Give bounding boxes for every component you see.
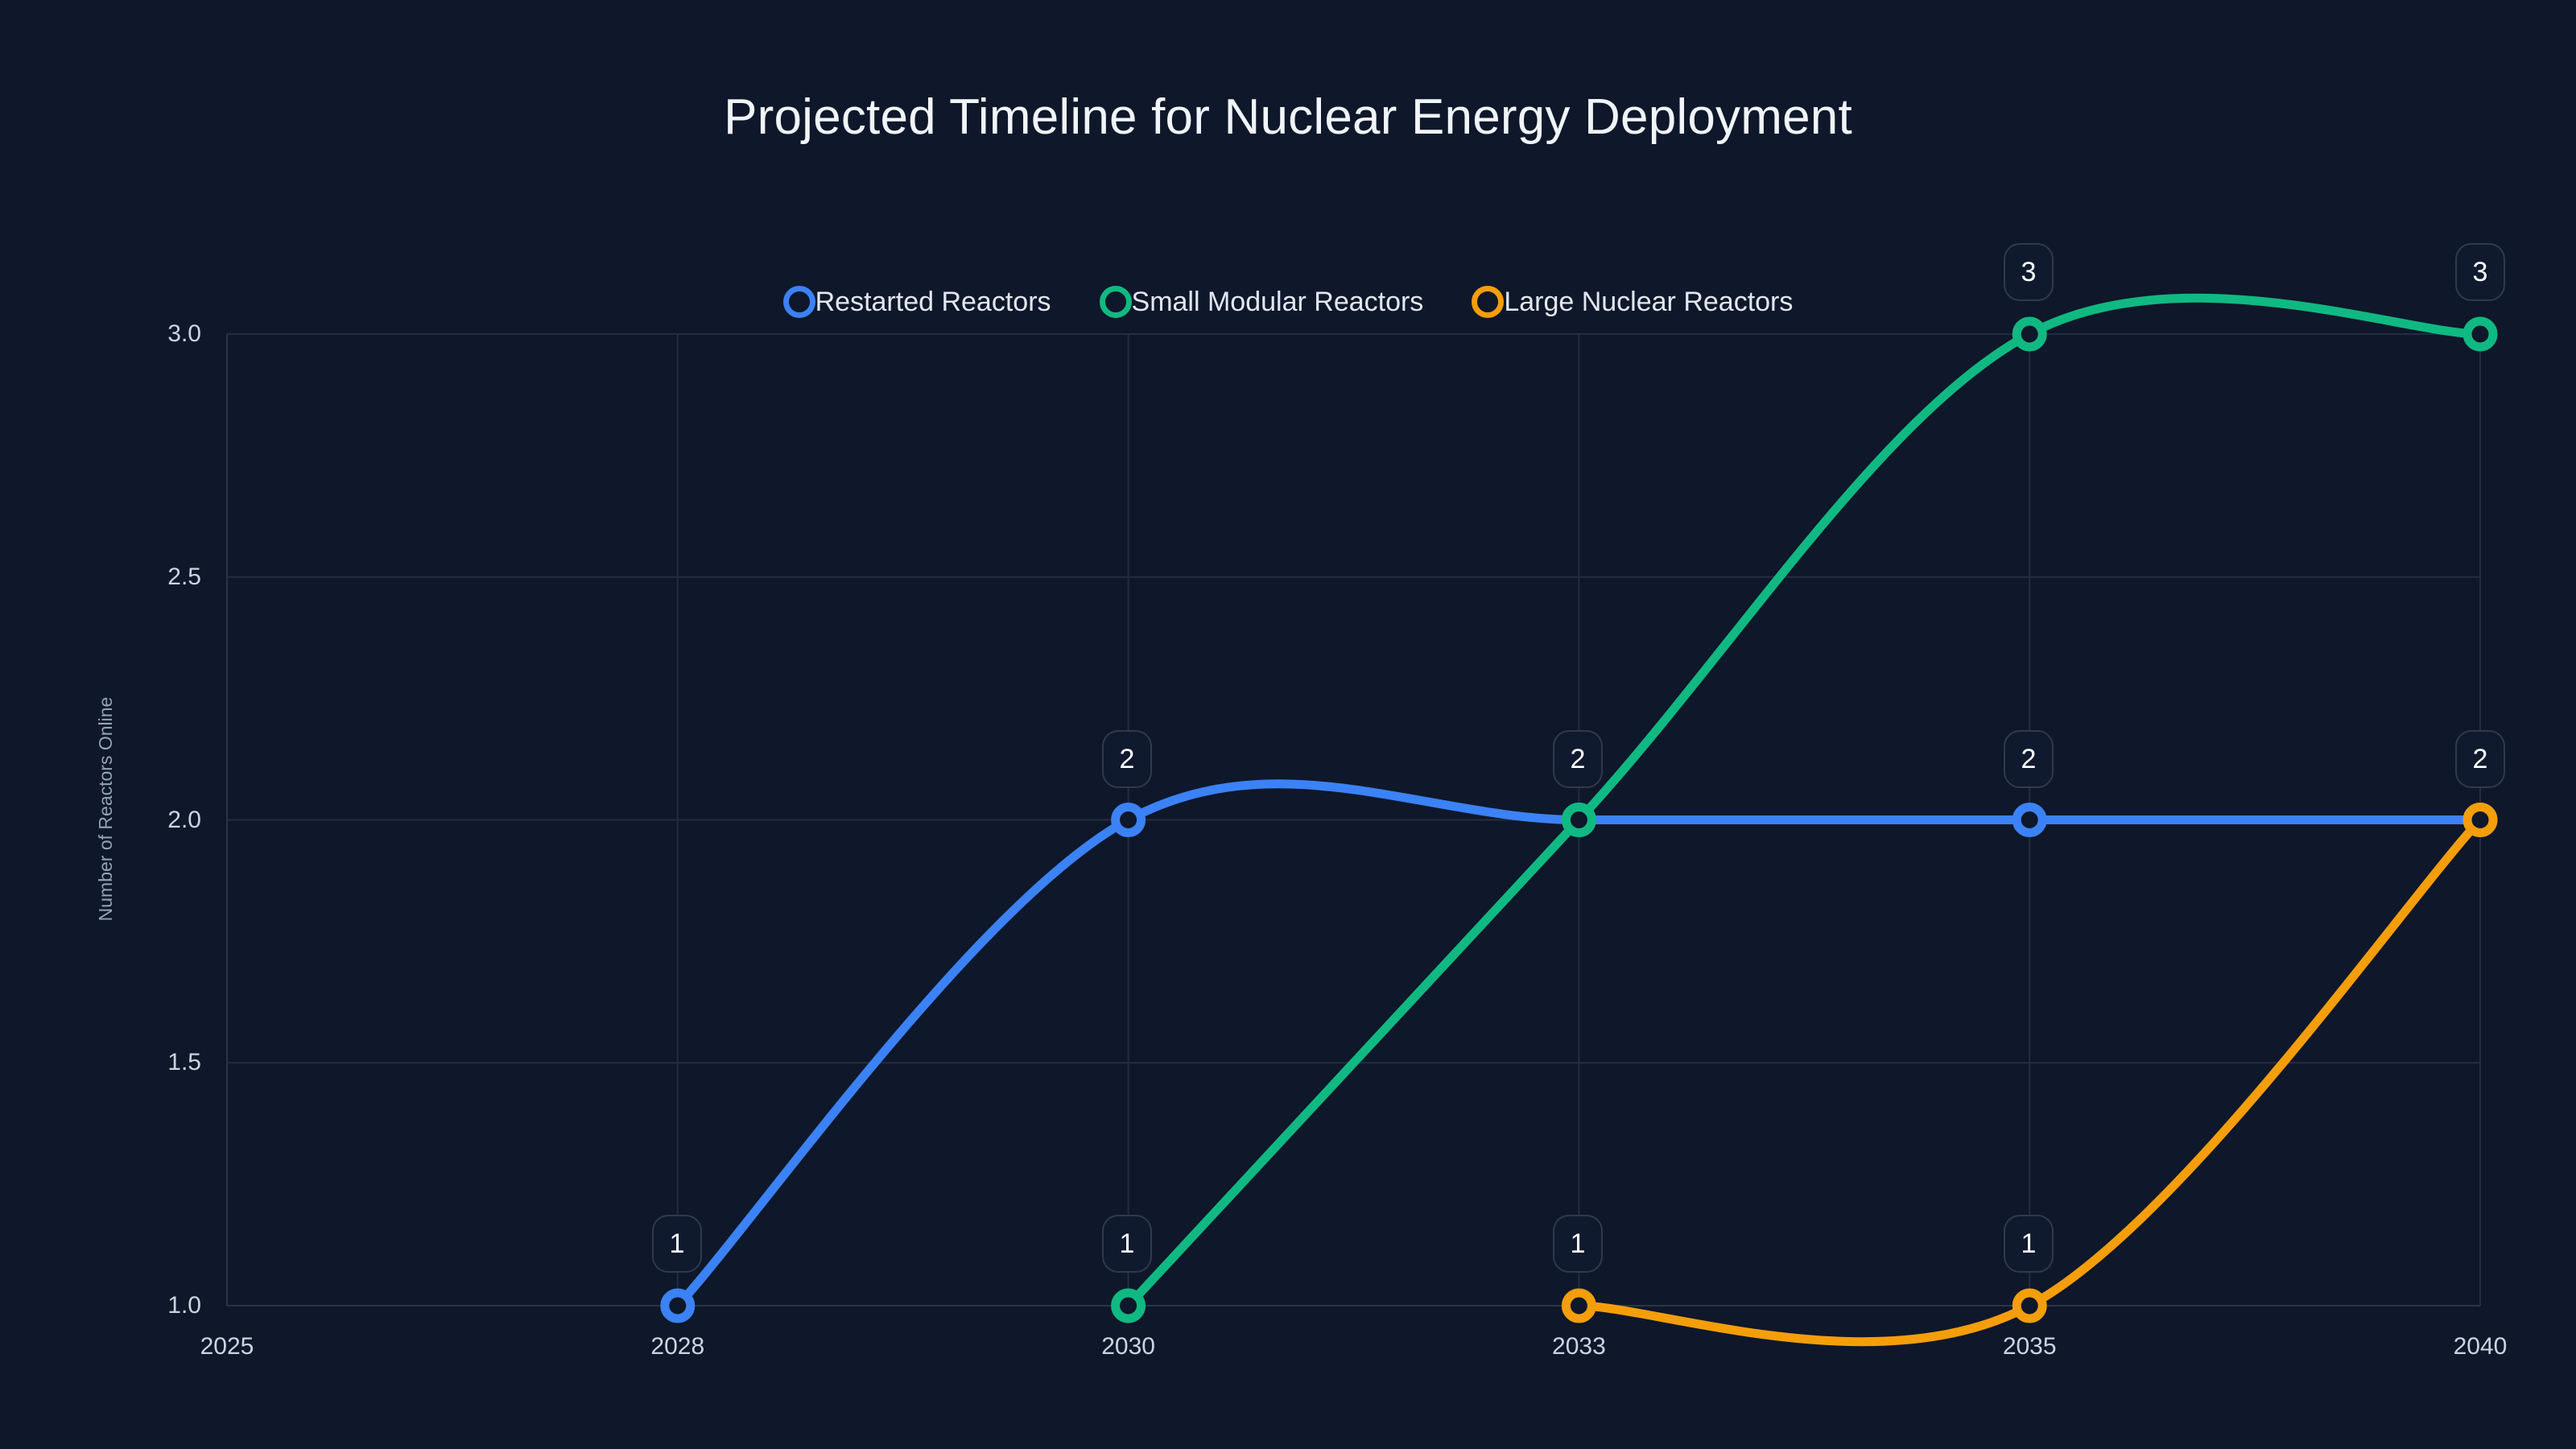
data-point-value-label: 2 [2455, 730, 2505, 788]
data-point-marker[interactable] [2012, 1288, 2047, 1323]
y-axis-tick-label: 2.5 [167, 563, 201, 590]
data-point-value-label: 1 [652, 1215, 702, 1273]
data-point-marker[interactable] [2012, 316, 2047, 352]
data-point-value-label: 2 [1553, 730, 1603, 788]
x-axis-tick-label: 2033 [1552, 1333, 1606, 1360]
data-point-value-label: 2 [1102, 730, 1152, 788]
data-point-marker[interactable] [2012, 803, 2047, 837]
y-axis-tick-label: 1.5 [167, 1049, 201, 1076]
series-line [1124, 293, 2485, 1311]
x-axis-tick-label: 2035 [2002, 1333, 2057, 1360]
x-axis-tick-label: 2025 [200, 1333, 254, 1360]
y-axis-tick-label: 2.0 [167, 806, 201, 833]
chart-title: Projected Timeline for Nuclear Energy De… [724, 89, 1852, 145]
data-point-value-label: 2 [2004, 730, 2054, 788]
data-point-value-label: 1 [2004, 1215, 2054, 1273]
data-point-value-label: 1 [1102, 1215, 1152, 1273]
data-point-marker[interactable] [1561, 1288, 1596, 1323]
data-point-marker[interactable] [1111, 1288, 1146, 1323]
series-line [673, 779, 2485, 1311]
data-point-value-label: 1 [1553, 1215, 1603, 1273]
data-point-marker[interactable] [2462, 316, 2498, 352]
x-axis-tick-label: 2040 [2453, 1333, 2508, 1360]
data-point-marker[interactable] [1561, 803, 1596, 837]
data-point-marker[interactable] [660, 1288, 696, 1323]
y-axis-tick-label: 3.0 [167, 320, 201, 347]
data-point-value-label: 3 [2004, 243, 2054, 301]
data-point-marker[interactable] [2462, 803, 2498, 837]
series-layer [660, 293, 2498, 1347]
x-axis-tick-label: 2028 [650, 1333, 705, 1360]
data-point-value-label: 3 [2455, 243, 2505, 301]
y-axis-tick-label: 1.0 [167, 1292, 201, 1319]
series-line [1574, 815, 2485, 1347]
data-point-marker[interactable] [1111, 803, 1146, 837]
x-axis-tick-label: 2030 [1101, 1333, 1155, 1360]
y-axis-title: Number of Reactors Online [95, 696, 116, 922]
